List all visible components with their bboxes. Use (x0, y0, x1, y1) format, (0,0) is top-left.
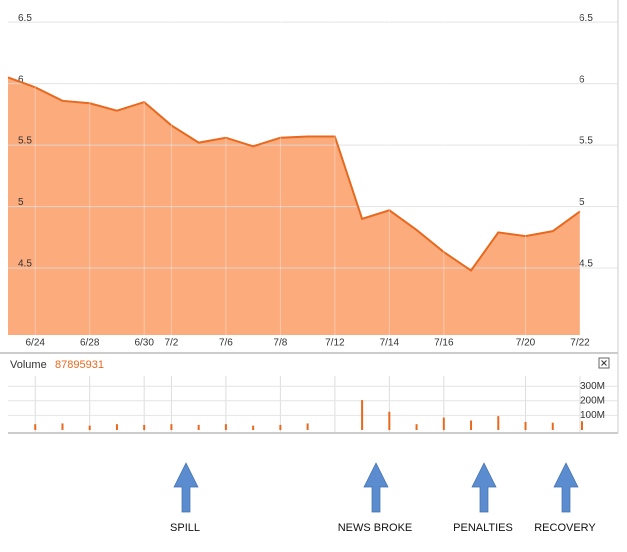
y-tick-label-right: 6.5 (579, 13, 593, 24)
volume-bar (306, 423, 309, 430)
annotation-arrow (173, 462, 199, 513)
volume-bar (197, 424, 200, 430)
volume-bar (143, 424, 146, 430)
x-tick-label: 7/20 (516, 338, 536, 349)
volume-bar (442, 417, 445, 430)
volume-tick-label: 200M (580, 395, 605, 406)
y-tick-label-right: 4.5 (579, 259, 593, 270)
volume-bar (581, 421, 583, 430)
volume-tick-label: 100M (580, 410, 605, 421)
x-tick-label: 6/28 (80, 338, 100, 349)
volume-bar (470, 420, 473, 430)
volume-bar (61, 423, 64, 430)
volume-bar (415, 424, 418, 430)
annotation-label: RECOVERY (534, 522, 596, 534)
y-tick-label-left: 5.5 (18, 136, 32, 147)
volume-tick-label: 300M (580, 381, 605, 392)
x-tick-label: 6/30 (134, 338, 154, 349)
annotation-arrow (471, 462, 497, 513)
close-button[interactable] (598, 357, 610, 369)
volume-bar (88, 425, 91, 430)
x-tick-label: 6/24 (26, 338, 46, 349)
latest-volume: 87895931 (55, 359, 104, 371)
volume-title: Volume (10, 359, 47, 371)
volume-bar (551, 422, 554, 430)
x-tick-label: 7/16 (434, 338, 454, 349)
x-tick-label: 7/12 (325, 338, 345, 349)
x-tick-label: 7/14 (380, 338, 400, 349)
y-tick-label-right: 5 (579, 197, 585, 208)
annotation-label: SPILL (170, 522, 200, 534)
volume-bar (361, 400, 364, 430)
volume-bar (252, 425, 255, 430)
x-tick-label: 7/6 (219, 338, 233, 349)
volume-bar (224, 424, 227, 430)
volume-bar (170, 424, 173, 430)
volume-bar (279, 424, 282, 430)
close-icon[interactable] (601, 360, 607, 366)
x-tick-label: 7/22 (570, 338, 590, 349)
y-tick-label-right: 6 (579, 74, 585, 85)
volume-bar (524, 421, 527, 430)
annotation-label: PENALTIES (453, 522, 513, 534)
y-tick-label-right: 5.5 (579, 136, 593, 147)
volume-bar (497, 416, 500, 430)
y-tick-label-left: 6 (18, 74, 24, 85)
annotation-arrow (553, 462, 579, 513)
y-tick-label-left: 5 (18, 197, 24, 208)
volume-bar (34, 424, 37, 430)
x-tick-label: 7/8 (273, 338, 287, 349)
volume-bar (115, 424, 118, 430)
x-tick-label: 7/2 (164, 338, 178, 349)
y-tick-label-left: 4.5 (18, 259, 32, 270)
annotation-label: NEWS BROKE (338, 522, 413, 534)
volume-bar (388, 411, 391, 430)
annotation-arrow (363, 462, 389, 513)
price-line (7, 76, 581, 272)
y-tick-label-left: 6.5 (18, 13, 32, 24)
